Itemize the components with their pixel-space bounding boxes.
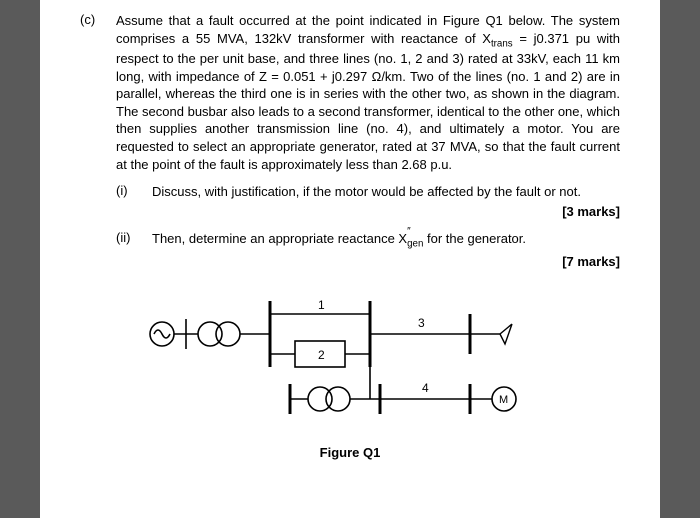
text-segment: Then, determine an appropriate reactance… — [152, 231, 407, 246]
marks-label: [7 marks] — [152, 253, 620, 271]
line1-label: 1 — [318, 298, 325, 312]
part-label: (c) — [80, 12, 116, 173]
text-segment: for the generator. — [423, 231, 526, 246]
line4-label: 4 — [422, 381, 429, 395]
subscript: gen — [407, 239, 423, 250]
subpart-label: (ii) — [116, 230, 152, 270]
subpart-label: (i) — [116, 183, 152, 220]
diagram-svg: 1 2 3 4 M — [140, 289, 560, 439]
subpart-content: Discuss, with justification, if the moto… — [152, 183, 620, 220]
subpart-i-row: (i) Discuss, with justification, if the … — [80, 183, 620, 220]
document-page: (c) Assume that a fault occurred at the … — [40, 0, 660, 518]
part-text: Assume that a fault occurred at the poin… — [116, 12, 620, 173]
subpart-content: Then, determine an appropriate reactance… — [152, 230, 620, 270]
line2-label: 2 — [318, 348, 325, 362]
superscript: ″ — [407, 225, 411, 239]
text-segment: Discuss, with justification, if the moto… — [152, 184, 581, 199]
text-segment: = j0.371 pu with respect to the per unit… — [116, 31, 620, 172]
figure-caption: Figure Q1 — [80, 445, 620, 460]
part-c-row: (c) Assume that a fault occurred at the … — [80, 12, 620, 173]
subscript: trans — [491, 38, 513, 49]
motor-label: M — [499, 394, 508, 406]
subpart-ii-row: (ii) Then, determine an appropriate reac… — [80, 230, 620, 270]
line3-label: 3 — [418, 316, 425, 330]
marks-label: [3 marks] — [152, 203, 620, 221]
circuit-diagram: 1 2 3 4 M — [80, 289, 620, 439]
